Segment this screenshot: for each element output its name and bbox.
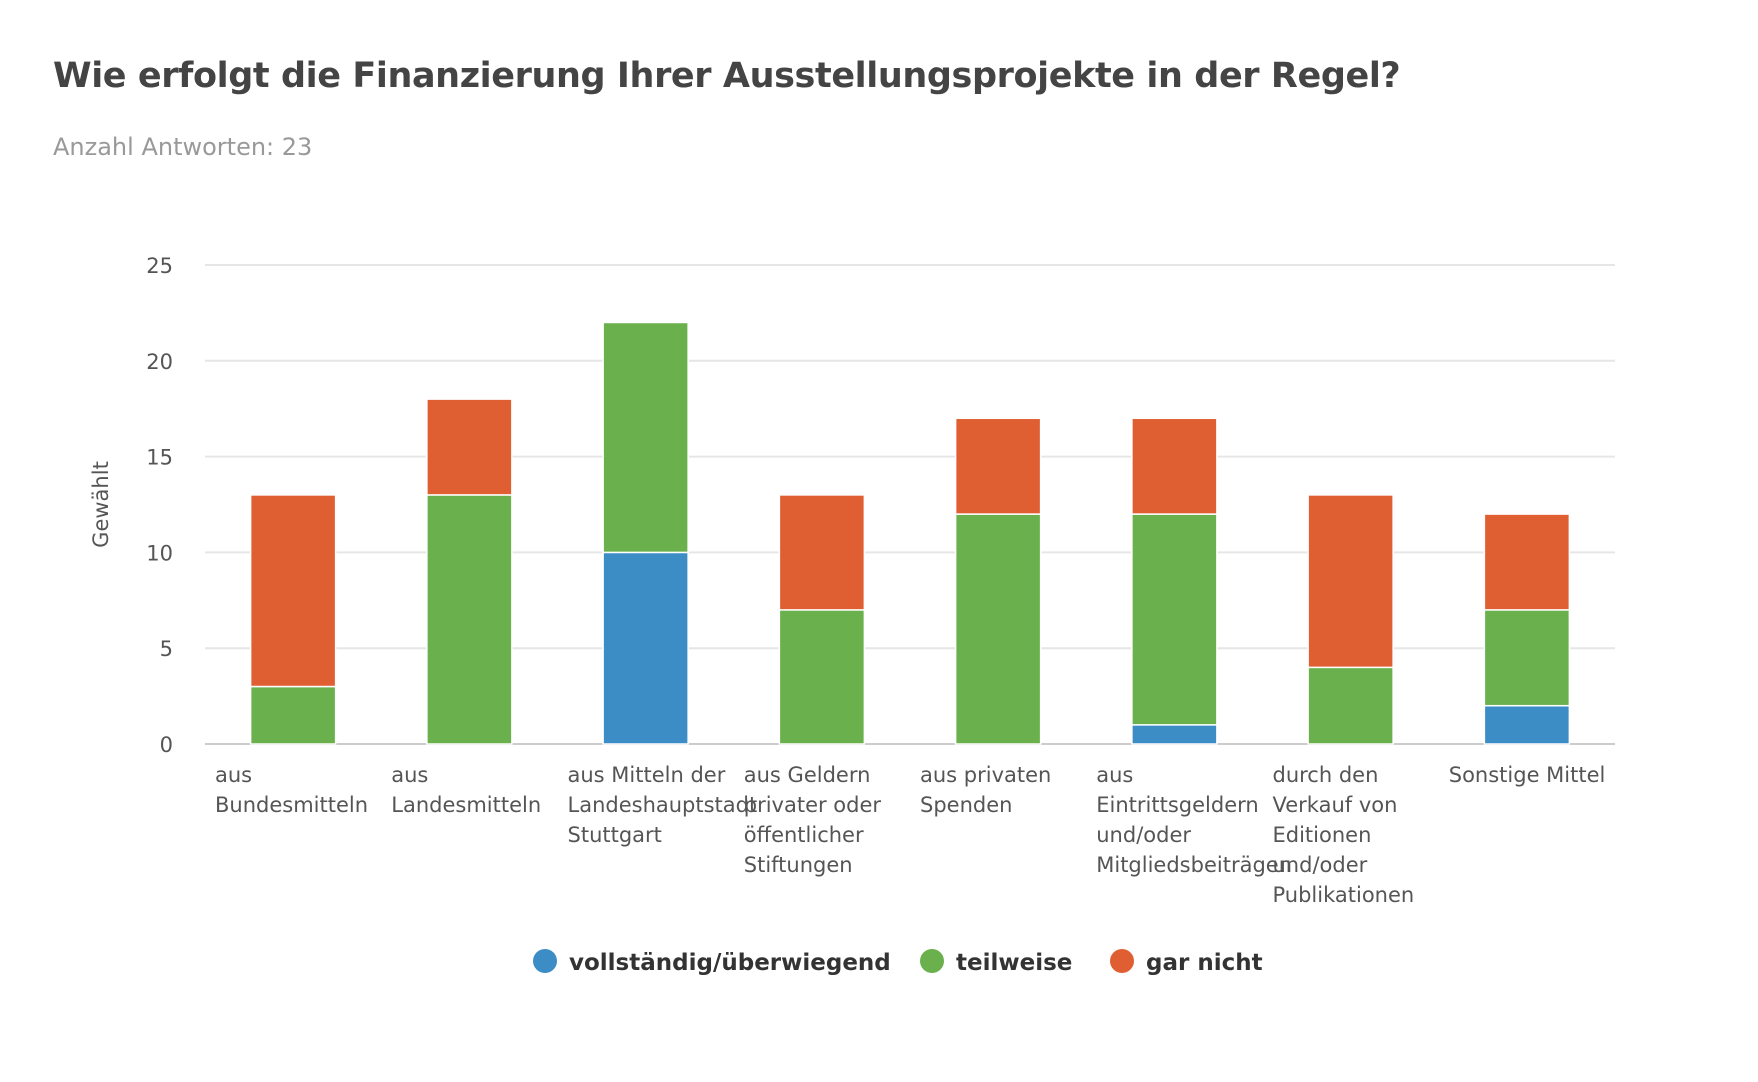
legend-label[interactable]: teilweise (956, 950, 1072, 976)
bar-segment (778, 494, 866, 611)
legend-marker (1110, 949, 1134, 973)
legend-marker (533, 949, 557, 973)
bar-segment (1307, 666, 1394, 745)
x-tick-label: Landesmitteln (391, 793, 541, 817)
bar-segment (426, 398, 513, 496)
x-tick-label: Stuttgart (568, 823, 662, 847)
bars (249, 321, 1571, 745)
x-tick-label: Stiftungen (744, 853, 853, 877)
y-tick-label: 15 (146, 446, 173, 470)
x-tick-label: aus (215, 763, 252, 787)
x-tick-label: Editionen (1273, 823, 1372, 847)
chart-subtitle: Anzahl Antworten: 23 (53, 133, 313, 161)
bar-segment (1131, 724, 1218, 745)
bar-segment (1131, 513, 1218, 726)
x-tick-label: und/oder (1273, 853, 1368, 877)
x-tick-label: aus (1096, 763, 1133, 787)
bar-segment (602, 551, 689, 745)
x-tick-label: und/oder (1096, 823, 1191, 847)
bar-segment (1483, 609, 1571, 707)
y-tick-label: 10 (146, 541, 173, 565)
bar-segment (954, 417, 1042, 515)
y-axis-ticks: 0 5 10 15 20 25 (146, 254, 173, 757)
bar-segment (602, 321, 689, 554)
bar-segment (249, 494, 337, 688)
y-tick-label: 25 (146, 254, 173, 278)
x-tick-label: privater oder (744, 793, 882, 817)
x-tick-label: Verkauf von (1273, 793, 1398, 817)
x-tick-label: aus Geldern (744, 763, 871, 787)
bar-segment (249, 685, 337, 745)
x-axis-labels: aus Bundesmitteln aus Landesmitteln aus Mitt… (215, 763, 1605, 907)
legend: vollständig/überwiegend teilweise gar nich… (533, 949, 1263, 976)
chart-title: Wie erfolgt die Finanzierung Ihrer Ausst… (53, 56, 1401, 96)
x-tick-label: Sonstige Mittel (1449, 763, 1606, 787)
bar-segment (1307, 494, 1394, 669)
bar-segment (954, 513, 1042, 745)
x-tick-label: Landeshauptstadt (568, 793, 758, 817)
x-tick-label: aus (391, 763, 428, 787)
gridlines (205, 264, 1615, 745)
legend-label[interactable]: gar nicht (1146, 950, 1263, 976)
x-tick-label: Publikationen (1273, 883, 1415, 907)
bar-segment (426, 494, 513, 745)
x-tick-label: Spenden (920, 793, 1012, 817)
legend-label[interactable]: vollständig/überwiegend (569, 950, 891, 976)
bar-segment (1483, 513, 1571, 611)
bar-segment (778, 609, 866, 745)
x-tick-label: Eintrittsgeldern (1096, 793, 1258, 817)
x-tick-label: öffentlicher (744, 823, 864, 847)
x-tick-label: aus privaten (920, 763, 1051, 787)
y-axis-title: Gewählt (89, 461, 113, 548)
x-tick-label: Bundesmitteln (215, 793, 368, 817)
y-tick-label: 0 (160, 733, 173, 757)
y-tick-label: 20 (146, 350, 173, 374)
bar-segment (1131, 417, 1218, 515)
bar-segment (1483, 704, 1571, 745)
x-tick-label: Mitgliedsbeiträgen (1096, 853, 1292, 877)
y-tick-label: 5 (160, 637, 173, 661)
legend-marker (920, 949, 944, 973)
x-tick-label: durch den (1273, 763, 1379, 787)
x-tick-label: aus Mitteln der (568, 763, 726, 787)
